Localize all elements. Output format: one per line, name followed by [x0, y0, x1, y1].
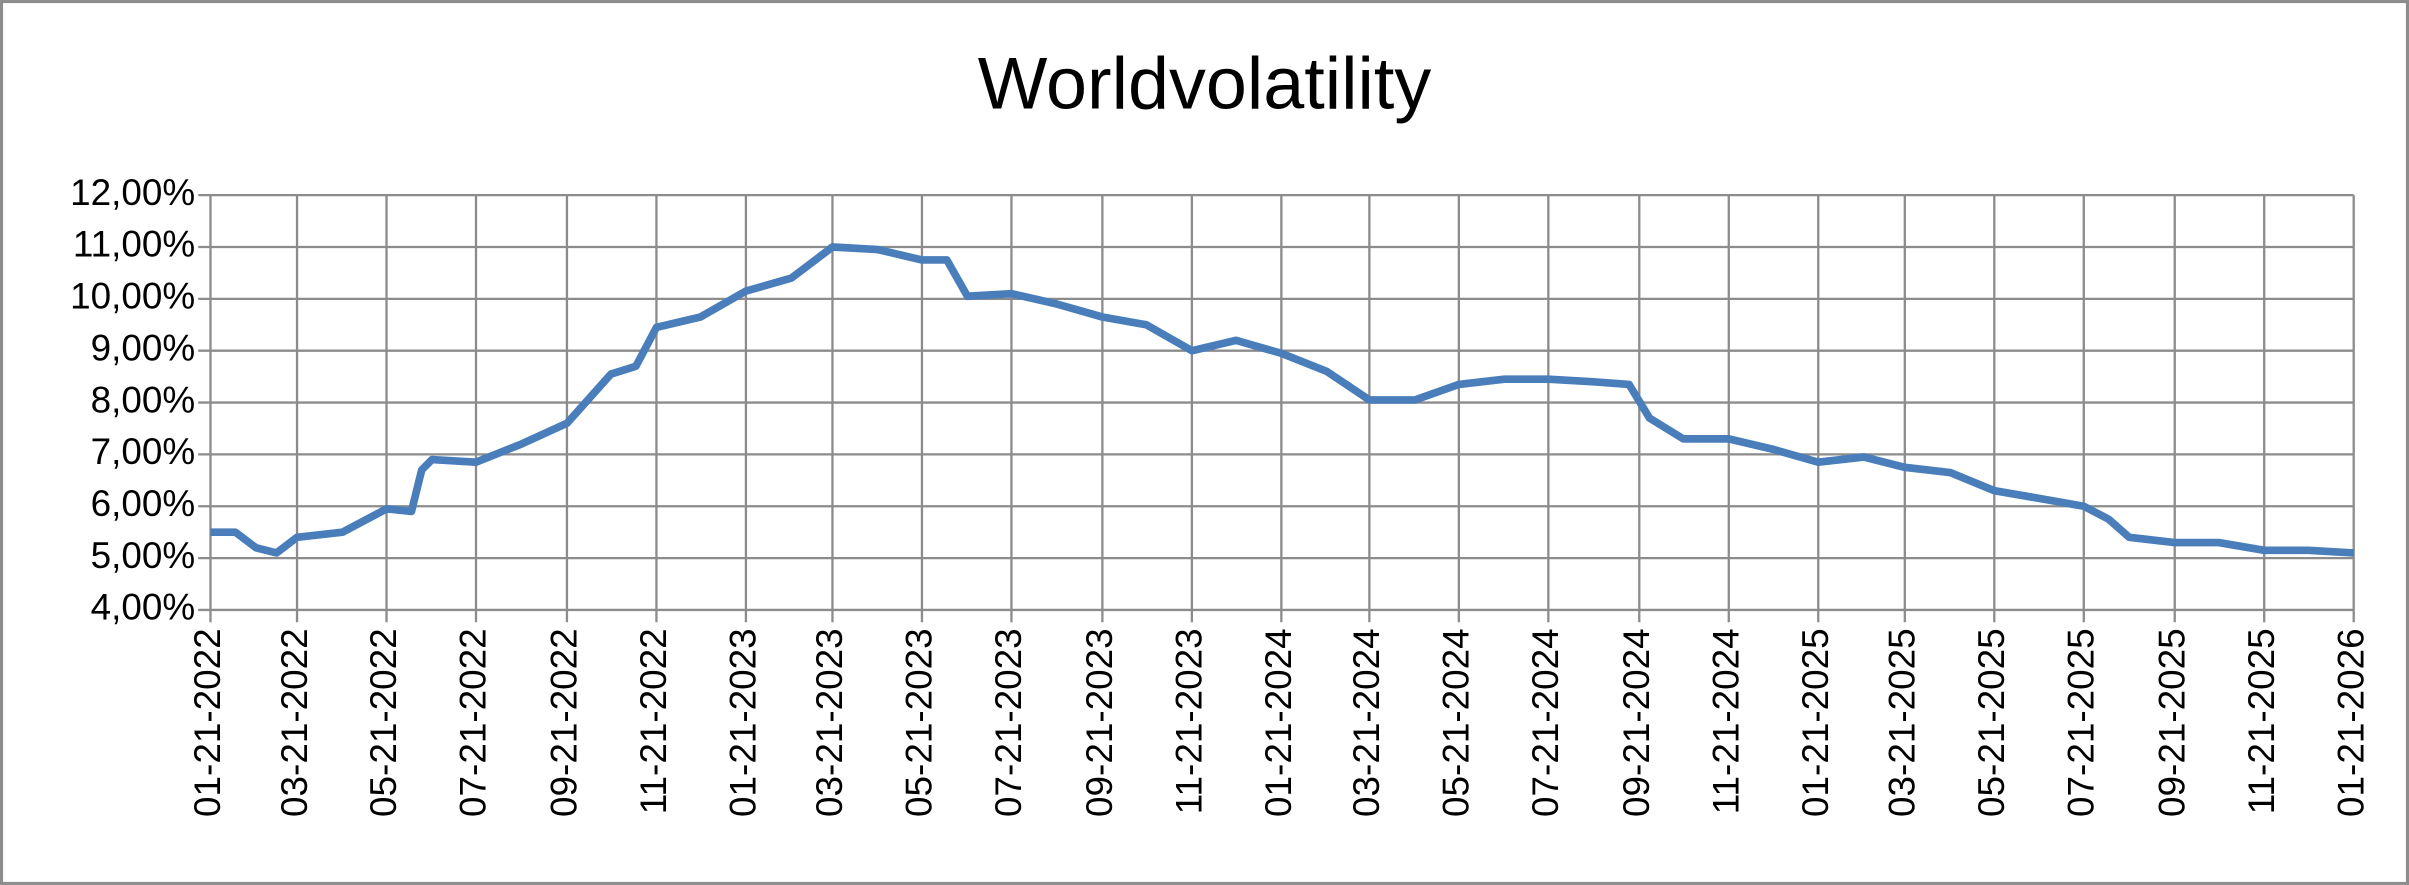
y-tick-label: 11,00% [73, 224, 195, 265]
y-tick-label: 7,00% [91, 431, 196, 472]
x-tick-label: 11-21-2024 [1706, 628, 1747, 814]
x-tick-label: 01-21-2022 [187, 628, 228, 817]
x-tick-label: 07-21-2022 [453, 628, 494, 817]
y-tick-label: 4,00% [91, 587, 196, 628]
x-tick-label: 09-21-2024 [1616, 628, 1657, 817]
x-tick-label: 05-21-2023 [899, 628, 940, 817]
x-tick-label: 01-21-2024 [1258, 628, 1299, 817]
x-tick-label: 09-21-2025 [2151, 628, 2192, 817]
x-tick-label: 07-21-2025 [2061, 628, 2102, 817]
x-tick-label: 01-21-2026 [2330, 628, 2371, 817]
x-tick-label: 03-21-2024 [1346, 628, 1387, 817]
y-tick-label: 9,00% [91, 327, 196, 368]
x-tick-label: 03-21-2023 [809, 628, 850, 817]
chart-title: Worldvolatility [978, 42, 1432, 125]
x-tick-label: 09-21-2022 [544, 628, 585, 817]
y-tick-label: 6,00% [91, 483, 196, 524]
x-tick-label: 07-21-2024 [1525, 628, 1566, 817]
x-tick-label: 01-21-2023 [723, 628, 764, 817]
x-tick-label: 05-21-2025 [1971, 628, 2012, 817]
x-tick-label: 07-21-2023 [988, 628, 1029, 817]
x-tick-label: 01-21-2025 [1795, 628, 1836, 817]
y-tick-label: 5,00% [91, 535, 196, 576]
x-tick-label: 03-21-2025 [1882, 628, 1923, 817]
x-tick-label: 11-21-2023 [1169, 628, 1210, 814]
x-tick-label: 03-21-2022 [274, 628, 315, 817]
x-tick-label: 05-21-2024 [1436, 628, 1477, 817]
y-tick-label: 10,00% [70, 276, 195, 317]
y-tick-label: 8,00% [91, 379, 196, 420]
x-tick-label: 09-21-2023 [1079, 628, 1120, 817]
y-tick-label: 12,00% [70, 172, 195, 213]
x-tick-label: 05-21-2022 [363, 628, 404, 817]
x-tick-label: 11-21-2022 [633, 628, 674, 814]
x-tick-label: 11-21-2025 [2241, 628, 2282, 814]
data-line [210, 243, 2354, 557]
